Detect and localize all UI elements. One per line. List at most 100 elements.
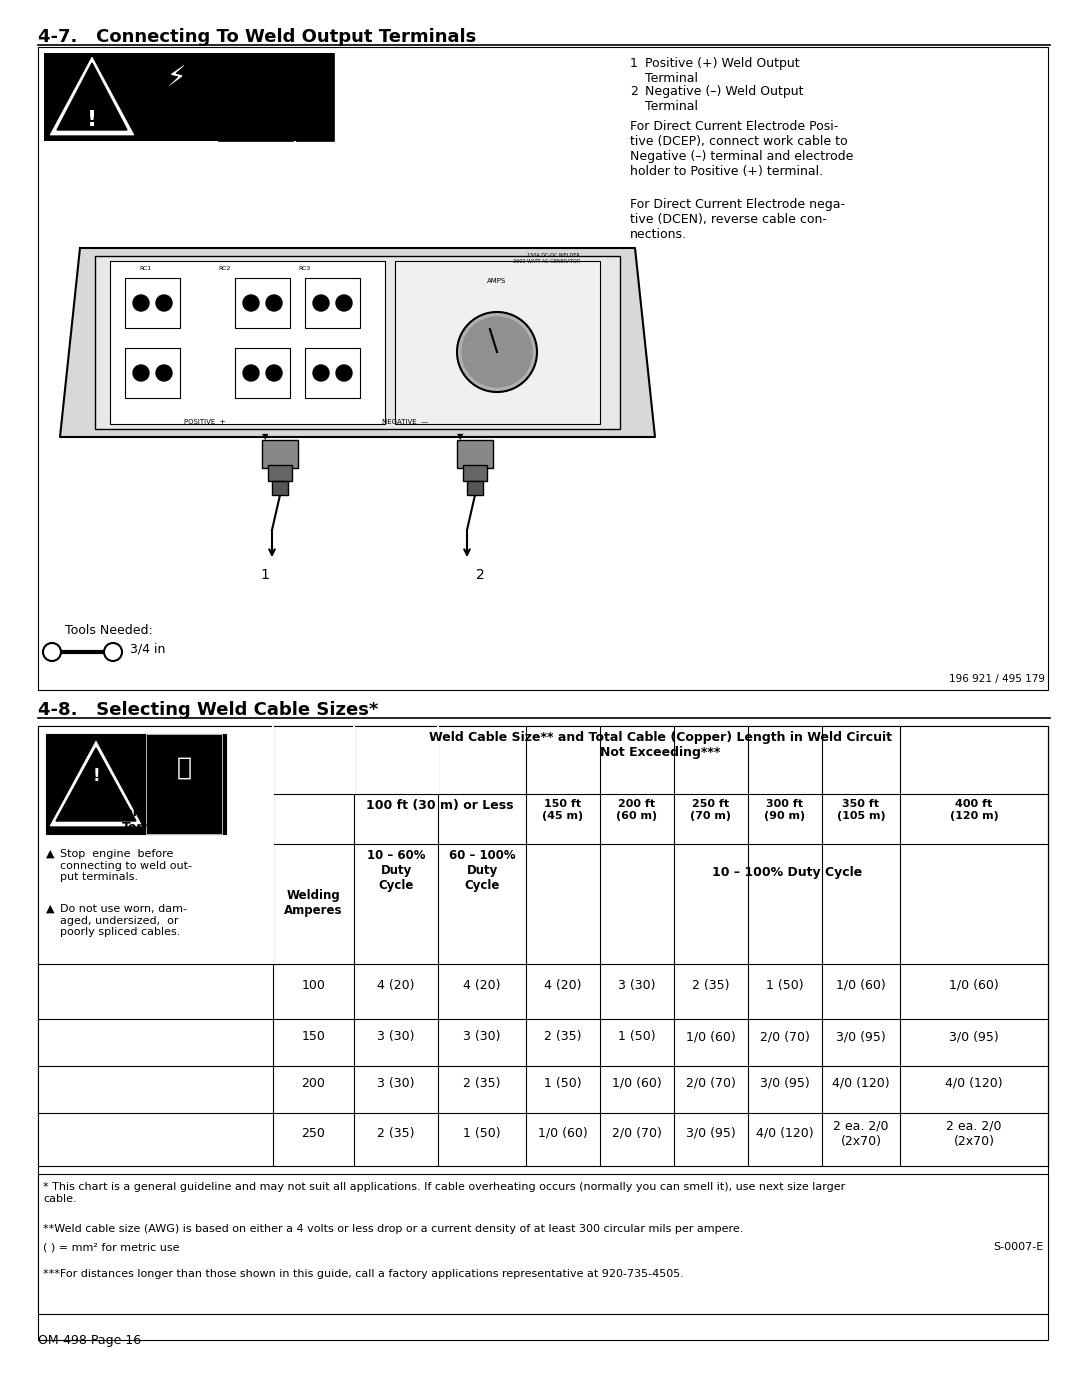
Bar (125, 278, 180, 328)
Bar (457, 440, 492, 468)
Bar (110, 261, 384, 425)
Text: RC2: RC2 (219, 265, 231, 271)
Circle shape (243, 365, 259, 381)
Text: 4/0 (120): 4/0 (120) (756, 1127, 814, 1140)
Text: AMPS: AMPS (487, 278, 507, 284)
Text: 4 (20): 4 (20) (377, 979, 415, 992)
Text: 2 (35): 2 (35) (463, 1077, 501, 1090)
Text: For Direct Current Electrode nega-
tive (DCEN), reverse cable con-
nections.: For Direct Current Electrode nega- tive … (630, 198, 845, 242)
Circle shape (266, 295, 282, 312)
Text: 350 ft
(105 m): 350 ft (105 m) (837, 799, 886, 820)
Text: 3 (30): 3 (30) (377, 1077, 415, 1090)
Text: 4-7.   Connecting To Weld Output Terminals: 4-7. Connecting To Weld Output Terminals (38, 28, 476, 46)
Text: 150A DC-DC WELDER
3600 WATT AC GENERATOR: 150A DC-DC WELDER 3600 WATT AC GENERATOR (513, 253, 580, 264)
Bar (437, 726, 438, 793)
Text: !: ! (86, 110, 97, 130)
Text: 300 ft
(90 m): 300 ft (90 m) (765, 799, 806, 820)
Polygon shape (57, 63, 127, 130)
Text: 4/0 (120): 4/0 (120) (945, 1077, 1003, 1090)
Text: Weld Cable Size** and Total Cable (Copper) Length in Weld Circuit
Not Exceeding*: Weld Cable Size** and Total Cable (Coppe… (429, 731, 892, 759)
Bar (235, 278, 291, 328)
Text: 3/0 (95): 3/0 (95) (686, 1127, 735, 1140)
Text: 250: 250 (301, 1127, 325, 1140)
Text: 1/0 (60): 1/0 (60) (686, 1030, 735, 1044)
Text: ▲: ▲ (46, 904, 54, 914)
Bar (235, 348, 291, 398)
Text: 4 (20): 4 (20) (463, 979, 501, 992)
Text: 1: 1 (630, 57, 638, 70)
Text: Do not use worn, dam-
aged, undersized,  or
poorly spliced cables.: Do not use worn, dam- aged, undersized, … (60, 904, 187, 937)
Text: Negative (–) Weld Output
Terminal: Negative (–) Weld Output Terminal (645, 85, 804, 113)
Text: 100: 100 (301, 979, 325, 992)
Circle shape (462, 317, 532, 387)
Text: 2 ea. 2/0
(2x70): 2 ea. 2/0 (2x70) (946, 1119, 1002, 1147)
Text: ▼: ▼ (457, 432, 463, 441)
Text: 2 (35): 2 (35) (377, 1127, 415, 1140)
Text: ( ) = mm² for metric use: ( ) = mm² for metric use (43, 1242, 179, 1252)
Bar (353, 726, 355, 793)
Circle shape (133, 295, 149, 312)
Text: Weld Output
Terminals: Weld Output Terminals (111, 806, 200, 834)
Text: 2/0 (70): 2/0 (70) (686, 1077, 735, 1090)
Text: 3 (30): 3 (30) (377, 1030, 415, 1044)
Circle shape (243, 295, 259, 312)
Text: ***For distances longer than those shown in this guide, call a factory applicati: ***For distances longer than those shown… (43, 1268, 684, 1280)
Bar (395, 261, 600, 425)
Polygon shape (50, 57, 134, 136)
Circle shape (156, 365, 172, 381)
Text: Stop  engine  before
connecting to weld out-
put terminals.: Stop engine before connecting to weld ou… (60, 849, 192, 882)
Text: 3 (30): 3 (30) (463, 1030, 501, 1044)
Text: 196 921 / 495 179: 196 921 / 495 179 (949, 673, 1045, 685)
Text: 250 ft
(70 m): 250 ft (70 m) (690, 799, 731, 820)
Text: Tools Needed:: Tools Needed: (65, 624, 152, 637)
Polygon shape (60, 249, 654, 437)
Text: 2 (35): 2 (35) (544, 1030, 582, 1044)
Bar (38, 726, 1048, 1166)
Bar (38, 47, 1048, 690)
Text: NEGATIVE  —: NEGATIVE — (382, 419, 428, 425)
Text: 4-8.   Selecting Weld Cable Sizes*: 4-8. Selecting Weld Cable Sizes* (38, 701, 378, 719)
Polygon shape (50, 740, 141, 826)
Circle shape (313, 295, 329, 312)
Bar (268, 465, 292, 481)
Text: 2/0 (70): 2/0 (70) (612, 1127, 662, 1140)
Text: ▲: ▲ (46, 849, 54, 859)
Text: 3/0 (95): 3/0 (95) (760, 1077, 810, 1090)
Circle shape (266, 365, 282, 381)
Text: 100 ft (30 m) or Less: 100 ft (30 m) or Less (366, 799, 514, 812)
Bar (46, 733, 226, 834)
Text: 1/0 (60): 1/0 (60) (836, 979, 886, 992)
Text: 10 – 60%
Duty
Cycle: 10 – 60% Duty Cycle (367, 849, 426, 893)
Text: 60 – 100%
Duty
Cycle: 60 – 100% Duty Cycle (448, 849, 515, 893)
Text: 2 (35): 2 (35) (692, 979, 730, 992)
Text: 1 (50): 1 (50) (766, 979, 804, 992)
Text: 1 (50): 1 (50) (618, 1030, 656, 1044)
Text: 1: 1 (260, 569, 269, 583)
Text: 10 – 100% Duty Cycle: 10 – 100% Duty Cycle (712, 866, 862, 879)
Text: **Weld cable size (AWG) is based on either a 4 volts or less drop or a current d: **Weld cable size (AWG) is based on eith… (43, 1224, 743, 1234)
Text: S-0007-E: S-0007-E (993, 1242, 1043, 1252)
Polygon shape (56, 747, 136, 821)
Text: 2/0 (70): 2/0 (70) (760, 1030, 810, 1044)
Bar (262, 440, 298, 468)
Text: Positive (+) Weld Output
Terminal: Positive (+) Weld Output Terminal (645, 57, 799, 85)
Text: 2 ea. 2/0
(2x70): 2 ea. 2/0 (2x70) (834, 1119, 889, 1147)
Bar (38, 1173, 1048, 1315)
Text: For Direct Current Electrode Posi-
tive (DCEP), connect work cable to
Negative (: For Direct Current Electrode Posi- tive … (630, 120, 853, 177)
Bar (137, 53, 215, 141)
Bar (463, 465, 487, 481)
Text: 🔧: 🔧 (176, 756, 191, 780)
Text: 4/0 (120): 4/0 (120) (833, 1077, 890, 1090)
Text: Welding
Amperes: Welding Amperes (284, 888, 342, 916)
Bar (125, 348, 180, 398)
Circle shape (156, 295, 172, 312)
Text: ⚡: ⚡ (166, 64, 186, 92)
Circle shape (104, 643, 122, 661)
Circle shape (313, 365, 329, 381)
Text: RC3: RC3 (299, 265, 311, 271)
Text: RC1: RC1 (139, 265, 151, 271)
Text: 1 (50): 1 (50) (463, 1127, 501, 1140)
Circle shape (133, 365, 149, 381)
Text: OM-498 Page 16: OM-498 Page 16 (38, 1334, 141, 1347)
Bar (95, 256, 620, 429)
